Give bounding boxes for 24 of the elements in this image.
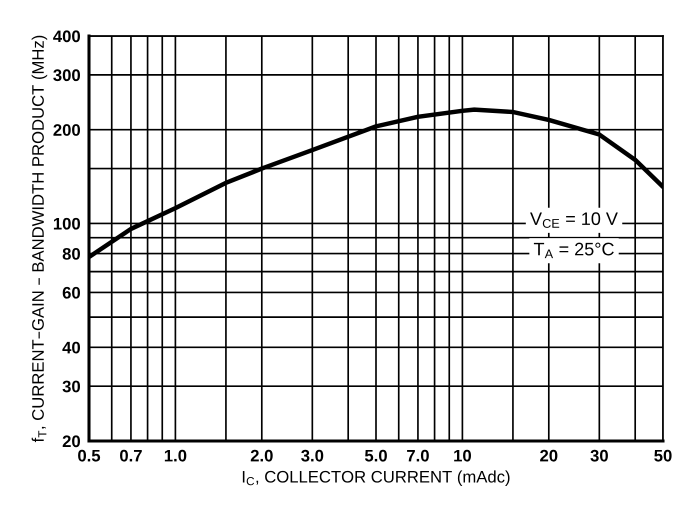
annotation: V$_{CE}$ = 10 V (530, 212, 618, 228)
y-tick-label: 200 (53, 124, 80, 136)
y-tick-label: 40 (62, 342, 80, 354)
y-tick-label: 30 (62, 380, 80, 392)
x-axis-title: I$_{C}$, COLLECTOR CURRENT (mAdc) (242, 470, 510, 486)
x-tick-label: 50 (654, 450, 672, 462)
x-tick-label: 20 (540, 450, 558, 462)
y-tick-label: 80 (62, 248, 80, 260)
x-tick-label: 2.0 (250, 450, 273, 462)
x-tick-label: 30 (590, 450, 608, 462)
x-tick-label: 1.0 (164, 450, 186, 462)
x-tick-label: 0.7 (120, 450, 142, 462)
y-tick-label: 300 (53, 69, 80, 82)
x-tick-label: 3.0 (301, 450, 324, 462)
y-axis-title: f$_{T}$, CURRENT–GAIN – BANDWIDTH PRODUCT (MHz) (32, 36, 48, 442)
y-tick-label: 60 (62, 286, 80, 299)
x-tick-label: 5.0 (364, 450, 387, 462)
x-tick-label: 7.0 (407, 450, 429, 462)
y-tick-label: 400 (53, 30, 80, 42)
x-tick-label: 10 (454, 450, 471, 462)
y-tick-label: 20 (62, 435, 80, 448)
x-tick-label: 0.5 (78, 450, 100, 462)
annotation: T$_{A}$ = 25°C (534, 242, 614, 258)
y-tick-label: 100 (54, 218, 80, 230)
